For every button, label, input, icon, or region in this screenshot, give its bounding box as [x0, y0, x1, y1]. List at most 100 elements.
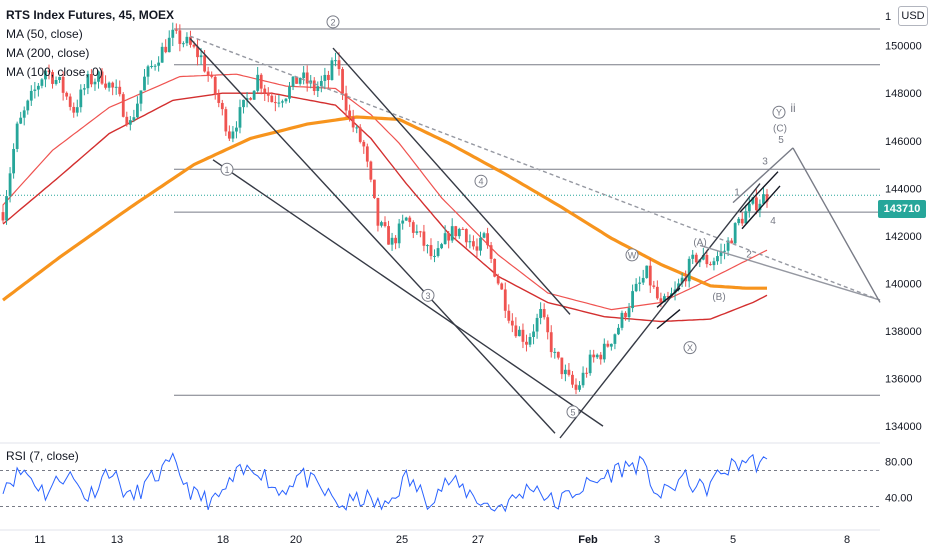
candle-body: [394, 237, 398, 244]
candle-body: [659, 298, 663, 303]
candle-body: [754, 197, 758, 211]
wave-circle: [683, 341, 697, 355]
candle-body: [489, 245, 493, 259]
wave-label-wii: ii: [790, 101, 795, 115]
candle-body: [65, 92, 69, 97]
candle-body: [263, 88, 267, 93]
candle-body: [235, 127, 238, 132]
candle-body: [567, 369, 571, 375]
candle-body: [54, 79, 58, 84]
candle-body: [468, 241, 472, 243]
rsi-legend[interactable]: RSI (7, close): [6, 449, 79, 463]
wave-circle: [220, 162, 234, 176]
candle-body: [270, 95, 274, 103]
candle-body: [358, 127, 362, 142]
candle-body: [68, 96, 72, 107]
candle-body: [192, 44, 196, 47]
candle-body: [58, 76, 61, 80]
candle-body: [146, 66, 150, 77]
candle-body: [348, 110, 352, 118]
candle-body: [578, 385, 581, 390]
candle-body: [609, 343, 613, 347]
wave-label-small4: 4: [770, 216, 776, 227]
candle-body: [273, 102, 277, 104]
candle-body: [79, 89, 83, 108]
candle-body: [429, 245, 433, 257]
candle-body: [323, 74, 327, 81]
candle-body: [475, 246, 479, 251]
candle-body: [701, 254, 705, 260]
candle-body: [482, 233, 486, 238]
flag-line-1: [656, 287, 681, 308]
candle-body: [75, 107, 79, 113]
wave-circle: [421, 288, 435, 302]
candle-body: [645, 265, 649, 278]
last-price-badge: 143710: [878, 200, 926, 218]
candle-body: [157, 62, 161, 66]
legend-ma50[interactable]: MA (50, close): [6, 27, 83, 41]
candle-body: [694, 254, 698, 263]
candle-body: [503, 289, 507, 311]
wave-label-small5: 5: [778, 135, 784, 146]
candle-body: [327, 74, 330, 80]
time-tick-label: 13: [111, 534, 123, 546]
candle-body: [740, 218, 744, 224]
candle-body: [655, 286, 659, 299]
time-tick-label: 20: [290, 534, 302, 546]
time-tick-label: 5: [730, 534, 736, 546]
time-tick-label: Feb: [578, 534, 598, 546]
candle-body: [588, 354, 592, 374]
wedge-lower-line: [741, 185, 781, 230]
candle-body: [486, 233, 489, 246]
candle-body: [302, 72, 306, 79]
wave-circle: [566, 405, 580, 419]
wave-label-cC: (C): [773, 123, 787, 134]
candle-body: [627, 308, 631, 318]
candle-body: [29, 90, 33, 101]
candle-body: [581, 372, 585, 386]
candle-body: [153, 65, 157, 67]
legend-ma100[interactable]: MA (100, close, 0): [6, 65, 103, 79]
candle-body: [422, 231, 426, 246]
wave-label-w3: 3: [421, 288, 435, 302]
candle-body: [464, 229, 468, 243]
legend-title: RTS Index Futures, 45, MOEX: [6, 8, 175, 22]
price-tick-label: 144000: [885, 183, 922, 195]
wave-label-wW: W: [625, 248, 639, 262]
rsi-line: [2, 452, 768, 513]
candle-body: [447, 233, 451, 241]
candle-body: [535, 317, 539, 332]
candle-body: [189, 36, 192, 45]
price-tick-label: 134000: [885, 421, 922, 433]
candle-body: [415, 231, 419, 233]
candle-body: [125, 116, 129, 125]
candle-body: [90, 74, 93, 85]
dashed-trendline: [189, 35, 881, 301]
currency-button[interactable]: USD: [898, 6, 928, 26]
wave-label-w2: 2: [326, 15, 340, 29]
price-tick-label: 146000: [885, 136, 922, 148]
candle-body: [684, 277, 688, 282]
flag-line-2: [656, 309, 681, 330]
candle-body: [758, 203, 762, 211]
impulse-trendline: [559, 183, 761, 439]
legend-ma200[interactable]: MA (200, close): [6, 46, 90, 60]
candle-body: [220, 102, 224, 110]
candle-body: [380, 222, 383, 226]
candle-body: [344, 93, 348, 111]
candle-body: [104, 83, 107, 88]
time-tick-label: 3: [654, 534, 660, 546]
price-tick-label: 140000: [885, 278, 922, 290]
candle-body: [634, 283, 638, 292]
wave-text: 2: [330, 17, 335, 27]
candle-body: [118, 86, 122, 95]
candle-body: [295, 76, 298, 84]
candle-body: [22, 110, 26, 118]
candle-body: [121, 94, 125, 117]
channel-upper-line: [189, 38, 556, 434]
candle-body: [680, 277, 684, 284]
wedge-upper-line: [739, 171, 779, 213]
channel-lower-line: [212, 159, 604, 427]
